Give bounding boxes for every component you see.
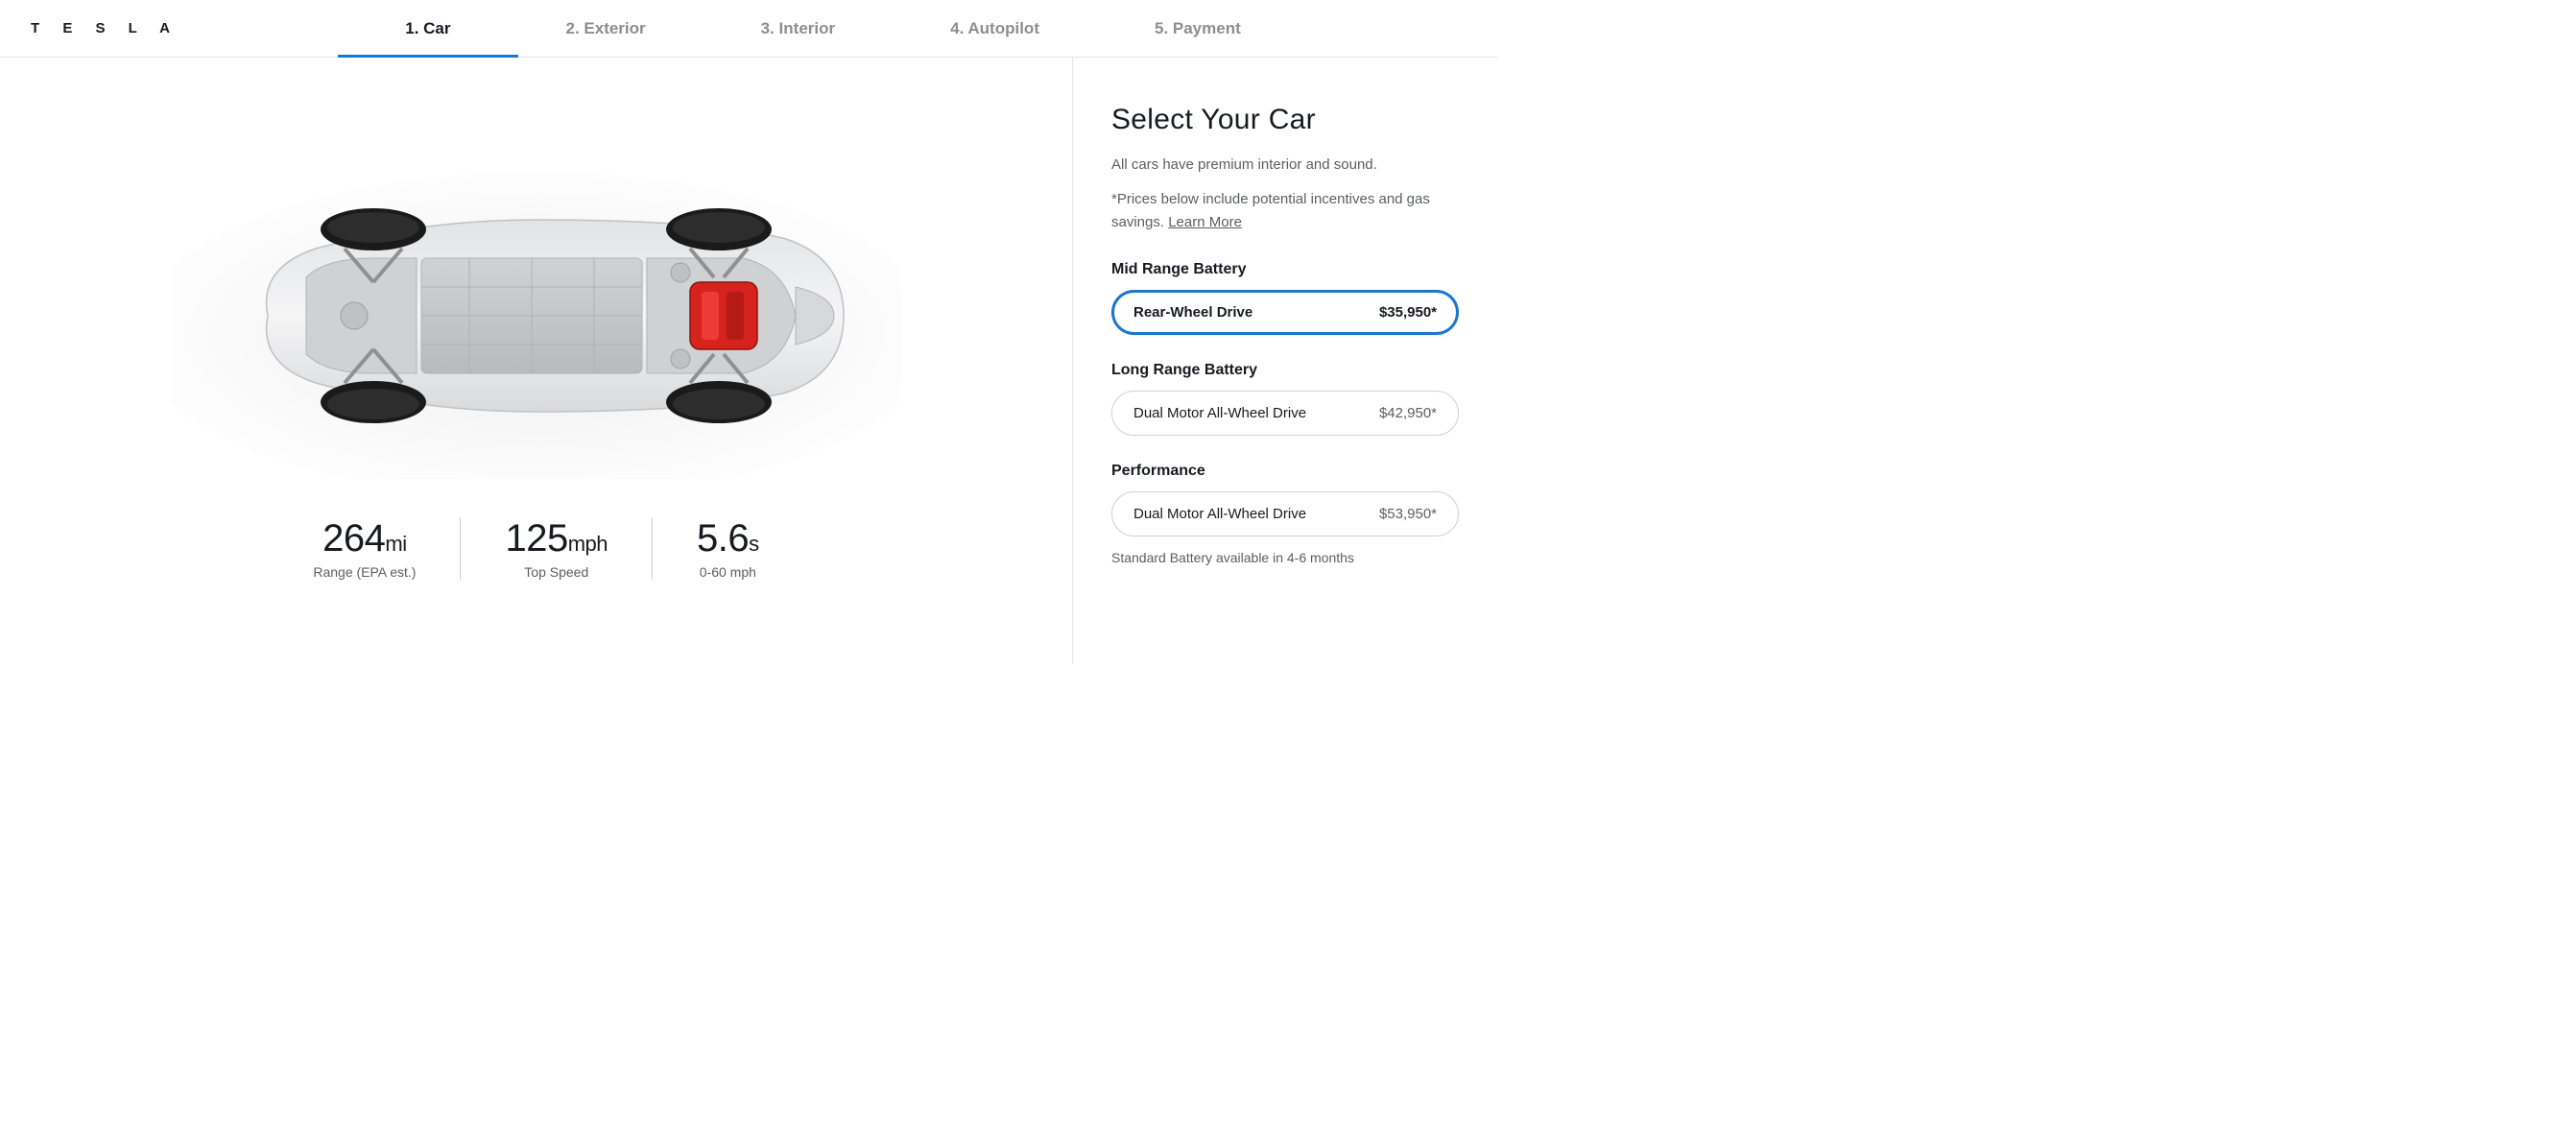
main: 264mi Range (EPA est.) 125mph Top Speed … bbox=[0, 58, 1497, 664]
option-rear-wheel-drive[interactable]: Rear-Wheel Drive $35,950* bbox=[1111, 290, 1459, 335]
header: T E S L A 1. Car 2. Exterior 3. Interior… bbox=[0, 0, 1497, 58]
sidebar-title: Select Your Car bbox=[1111, 104, 1459, 136]
option-name: Dual Motor All-Wheel Drive bbox=[1133, 506, 1306, 522]
option-price: $42,950* bbox=[1379, 405, 1437, 421]
group-title-performance: Performance bbox=[1111, 463, 1459, 480]
config-tabs: 1. Car 2. Exterior 3. Interior 4. Autopi… bbox=[179, 0, 1467, 57]
tab-payment[interactable]: 5. Payment bbox=[1155, 0, 1241, 57]
tab-car[interactable]: 1. Car bbox=[405, 0, 450, 57]
stat-top-speed: 125mph Top Speed bbox=[460, 517, 652, 580]
spec-stats: 264mi Range (EPA est.) 125mph Top Speed … bbox=[269, 517, 802, 580]
option-name: Dual Motor All-Wheel Drive bbox=[1133, 405, 1306, 421]
car-chassis-illustration bbox=[172, 153, 901, 479]
stat-value: 5.6s bbox=[697, 517, 759, 560]
stat-label: 0-60 mph bbox=[697, 564, 759, 580]
tesla-logo[interactable]: T E S L A bbox=[31, 20, 179, 36]
option-long-range-awd[interactable]: Dual Motor All-Wheel Drive $42,950* bbox=[1111, 391, 1459, 436]
car-preview-panel: 264mi Range (EPA est.) 125mph Top Speed … bbox=[0, 58, 1073, 664]
availability-footnote: Standard Battery available in 4-6 months bbox=[1111, 550, 1459, 565]
option-price: $53,950* bbox=[1379, 506, 1437, 522]
stat-label: Top Speed bbox=[505, 564, 608, 580]
group-title-mid-range: Mid Range Battery bbox=[1111, 261, 1459, 278]
tab-autopilot[interactable]: 4. Autopilot bbox=[950, 0, 1039, 57]
option-performance-awd[interactable]: Dual Motor All-Wheel Drive $53,950* bbox=[1111, 491, 1459, 536]
stat-acceleration: 5.6s 0-60 mph bbox=[652, 517, 803, 580]
config-sidebar: Select Your Car All cars have premium in… bbox=[1073, 58, 1497, 664]
group-title-long-range: Long Range Battery bbox=[1111, 362, 1459, 379]
option-name: Rear-Wheel Drive bbox=[1133, 304, 1252, 321]
stat-range: 264mi Range (EPA est.) bbox=[269, 517, 460, 580]
stat-value: 264mi bbox=[313, 517, 416, 560]
tab-interior[interactable]: 3. Interior bbox=[761, 0, 835, 57]
sidebar-desc-2: *Prices below include potential incentiv… bbox=[1111, 188, 1459, 234]
option-price: $35,950* bbox=[1379, 304, 1437, 321]
learn-more-link[interactable]: Learn More bbox=[1168, 214, 1242, 230]
sidebar-desc-1: All cars have premium interior and sound… bbox=[1111, 154, 1459, 177]
tab-exterior[interactable]: 2. Exterior bbox=[566, 0, 646, 57]
stat-value: 125mph bbox=[505, 517, 608, 560]
stat-label: Range (EPA est.) bbox=[313, 564, 416, 580]
